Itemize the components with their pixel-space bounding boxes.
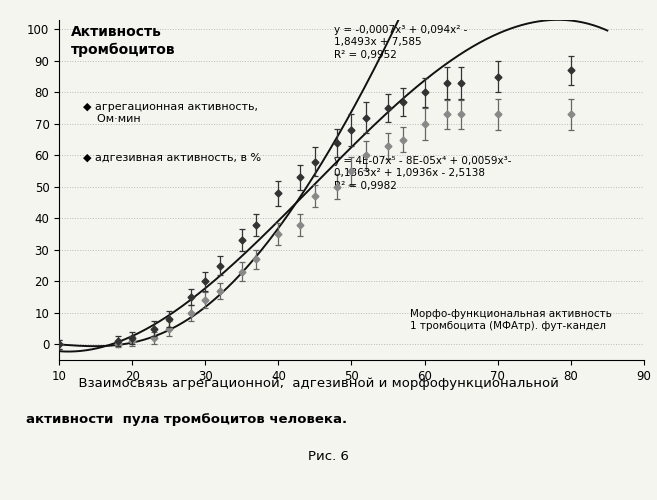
Text: Взаимосвязь агрегационной,  адгезивной и морфофункциональной: Взаимосвязь агрегационной, адгезивной и …: [53, 378, 558, 390]
Text: Морфо-функциональная активность
1 тромбоцита (МФАтр). фут-кандел: Морфо-функциональная активность 1 тромбо…: [410, 309, 612, 332]
Text: y = -0,0007x³ + 0,094x² -
1,8493x + 7,585
R² = 0,9952: y = -0,0007x³ + 0,094x² - 1,8493x + 7,58…: [334, 25, 467, 60]
Text: y = 4E-07x⁵ - 8E-05x⁴ + 0,0059x³-
0,1363x² + 1,0936x - 2,5138
R² = 0,9982: y = 4E-07x⁵ - 8E-05x⁴ + 0,0059x³- 0,1363…: [334, 156, 511, 191]
Text: ◆ адгезивная активность, в %: ◆ адгезивная активность, в %: [83, 152, 261, 162]
Text: Активность
тромбоцитов: Активность тромбоцитов: [71, 25, 175, 57]
Text: ◆ агрегационная активность,
    Ом·мин: ◆ агрегационная активность, Ом·мин: [83, 102, 258, 124]
Text: активности  пула тромбоцитов человека.: активности пула тромбоцитов человека.: [26, 412, 348, 426]
Text: Рис. 6: Рис. 6: [308, 450, 349, 463]
